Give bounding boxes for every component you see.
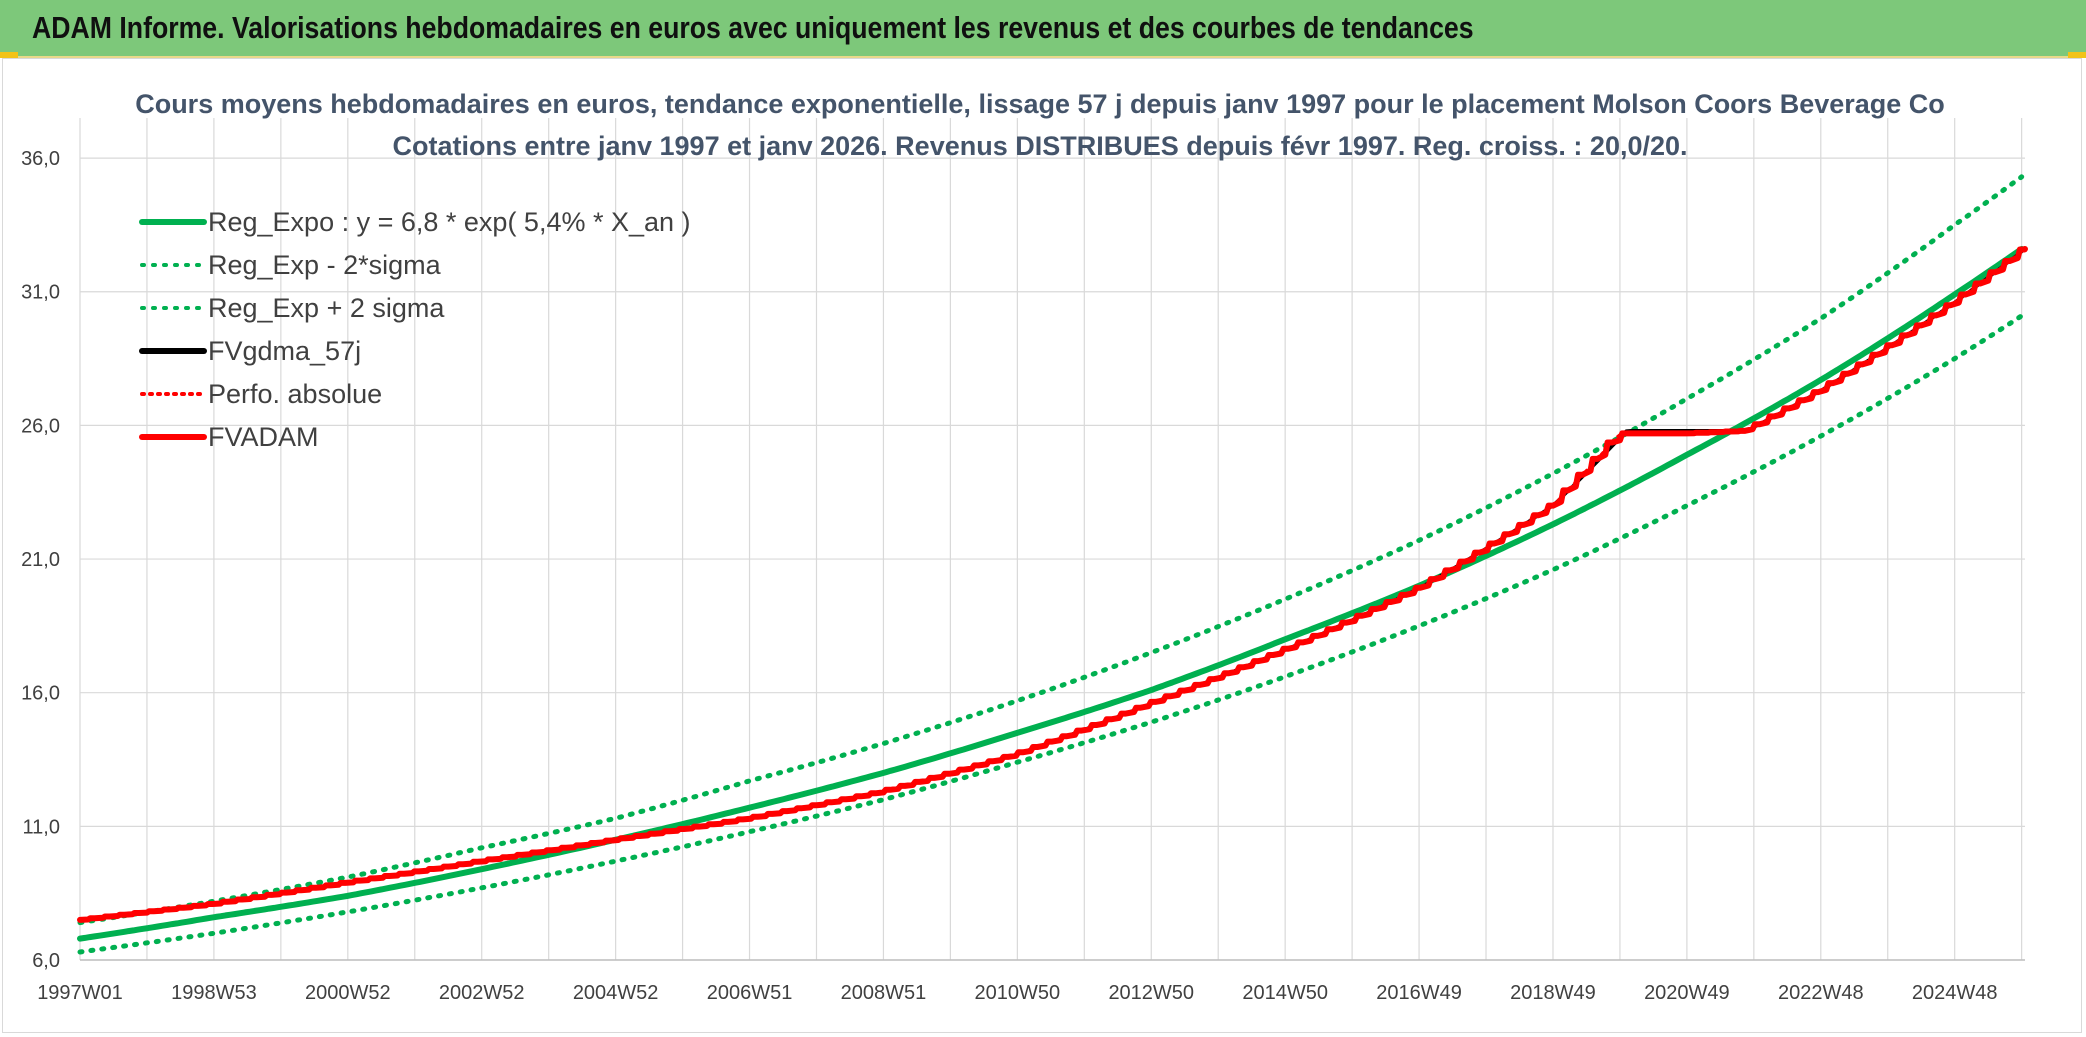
legend: Reg_Expo : y = 6,8 * exp( 5,4% * X_an ) R… xyxy=(139,207,691,452)
x-tick-label: 2012W50 xyxy=(1108,982,1194,1004)
legend-label: Perfo. absolue xyxy=(208,379,382,409)
x-tick-label: 2004W52 xyxy=(573,982,659,1004)
x-tick-label: 2010W50 xyxy=(975,982,1061,1004)
corner-accent-left xyxy=(0,52,18,58)
legend-label: FVADAM xyxy=(208,422,319,452)
grid xyxy=(79,118,2025,961)
series-fvadam xyxy=(77,246,2028,923)
x-tick-label: 2016W49 xyxy=(1376,982,1462,1004)
x-tick-label: 2002W52 xyxy=(439,982,525,1004)
chart-title-line1: Cours moyens hebdomadaires en euros, ten… xyxy=(135,89,1945,119)
y-tick-label: 36,0 xyxy=(21,148,60,170)
x-tick-label: 2018W49 xyxy=(1510,982,1596,1004)
x-tick-label: 1998W53 xyxy=(171,982,257,1004)
x-tick-label: 2006W51 xyxy=(707,982,793,1004)
series-fvgdma-57j xyxy=(78,247,2027,922)
y-tick-label: 6,0 xyxy=(32,950,60,972)
y-tick-label: 31,0 xyxy=(21,282,60,304)
report-title: ADAM Informe. Valorisations hebdomadaire… xyxy=(32,10,1474,45)
chart-frame xyxy=(2,58,2082,1033)
x-tick-label: 2000W52 xyxy=(305,982,391,1004)
y-tick-label: 26,0 xyxy=(21,415,60,437)
y-tick-label: 21,0 xyxy=(21,549,60,571)
series-reg-exp-plus-2sigma xyxy=(77,174,2025,926)
x-tick-label: 2024W48 xyxy=(1912,982,1998,1004)
chart-title-line2: Cotations entre janv 1997 et janv 2026. … xyxy=(392,131,1687,161)
x-tick-label: 1997W01 xyxy=(37,982,123,1004)
series-perfo-absolue xyxy=(78,247,2027,922)
axes: 6,0 11,0 16,0 21,0 26,0 31,0 36,0 1997W01 1998W5… xyxy=(21,148,2025,1004)
y-tick-label: 11,0 xyxy=(23,816,60,838)
report-banner: ADAM Informe. Valorisations hebdomadaire… xyxy=(0,0,2086,58)
x-tick-label: 2008W51 xyxy=(841,982,927,1004)
x-tick-label: 2022W48 xyxy=(1778,982,1864,1004)
corner-accent-right xyxy=(2068,52,2086,58)
legend-label: Reg_Expo : y = 6,8 * exp( 5,4% * X_an ) xyxy=(208,207,691,237)
series-reg-expo xyxy=(77,246,2025,942)
x-tick-label: 2020W49 xyxy=(1644,982,1730,1004)
x-tick-label: 2014W50 xyxy=(1242,982,1328,1004)
legend-label: Reg_Exp + 2 sigma xyxy=(208,293,445,323)
series-layer xyxy=(77,174,2028,955)
legend-label: FVgdma_57j xyxy=(208,336,361,366)
series-reg-exp-minus-2sigma xyxy=(77,313,2025,955)
y-tick-label: 16,0 xyxy=(21,683,60,705)
legend-label: Reg_Exp - 2*sigma xyxy=(208,250,442,280)
